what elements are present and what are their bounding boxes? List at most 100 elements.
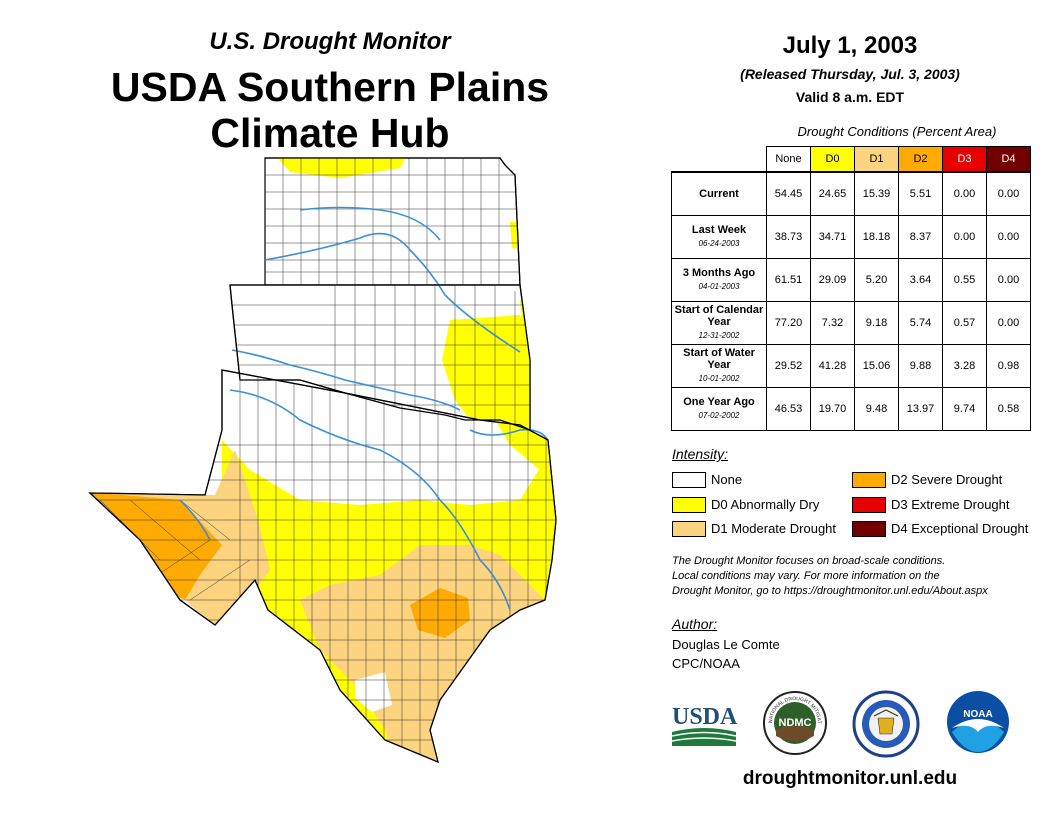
row-label-text: 3 Months Ago bbox=[682, 267, 756, 279]
note-line-3: Drought Monitor, go to https://droughtmo… bbox=[672, 585, 988, 597]
table-cell: 9.88 bbox=[898, 344, 943, 388]
legend-label-d4: D4 Exceptional Drought bbox=[891, 521, 1029, 536]
header-d3: D3 bbox=[942, 146, 987, 173]
table-cell: 0.58 bbox=[986, 387, 1031, 431]
release-date: (Released Thursday, Jul. 3, 2003) bbox=[740, 66, 960, 82]
row-label: Current bbox=[671, 171, 767, 216]
table-row: One Year Ago 07-02-2002 46.53 19.70 9.48 13.9… bbox=[671, 387, 1031, 431]
table-row: Current 54.45 24.65 15.39 5.51 0.00 0.00 bbox=[671, 171, 1031, 216]
row-label: Start of Water Year 10-01-2002 bbox=[671, 344, 767, 388]
header-d0: D0 bbox=[810, 146, 855, 173]
legend-label-none: None bbox=[711, 472, 743, 487]
kansas-region bbox=[264, 157, 521, 286]
row-date: 10-01-2002 bbox=[698, 374, 740, 383]
usda-logo-text: USDA bbox=[672, 704, 738, 730]
legend-swatch-d4 bbox=[852, 521, 886, 537]
table-cell: 13.97 bbox=[898, 387, 943, 431]
note-line-1: The Drought Monitor focuses on broad-sca… bbox=[672, 555, 946, 567]
title-line-2: Climate Hub bbox=[210, 110, 450, 156]
table-cell: 0.00 bbox=[986, 258, 1031, 302]
header-d4: D4 bbox=[986, 146, 1031, 173]
row-date: 12-31-2002 bbox=[698, 331, 740, 340]
author-organization: CPC/NOAA bbox=[672, 656, 740, 671]
page-title: USDA Southern Plains Climate Hub bbox=[60, 64, 600, 156]
table-cell: 15.06 bbox=[854, 344, 899, 388]
valid-time: Valid 8 a.m. EDT bbox=[795, 89, 905, 105]
row-label: One Year Ago 07-02-2002 bbox=[671, 387, 767, 431]
table-cell: 0.00 bbox=[986, 171, 1031, 216]
note-line-2: Local conditions may vary. For more info… bbox=[672, 570, 940, 582]
ndmc-logo-text: NDMC bbox=[779, 717, 812, 729]
table-cell: 5.74 bbox=[898, 301, 943, 345]
row-label-text: Last Week bbox=[691, 224, 747, 236]
legend-label-d2: D2 Severe Drought bbox=[891, 472, 1003, 487]
legend-label-d0: D0 Abnormally Dry bbox=[711, 497, 820, 512]
row-date: 06-24-2003 bbox=[698, 239, 740, 248]
table-cell: 5.51 bbox=[898, 171, 943, 216]
noaa-logo-text: NOAA bbox=[963, 709, 992, 720]
table-cell: 0.00 bbox=[986, 301, 1031, 345]
row-label-text: Current bbox=[699, 188, 739, 200]
texas-region bbox=[88, 369, 557, 764]
ndmc-logo: NATIONAL DROUGHT MITIGATION CENTER NDMC bbox=[762, 690, 827, 755]
table-cell: 9.48 bbox=[854, 387, 899, 431]
row-label: 3 Months Ago 04-01-2003 bbox=[671, 258, 767, 302]
header-d1: D1 bbox=[854, 146, 899, 173]
legend-label-d3: D3 Extreme Drought bbox=[891, 497, 1010, 512]
table-cell: 61.51 bbox=[766, 258, 811, 302]
table-cell: 0.00 bbox=[986, 215, 1031, 259]
table-cell: 9.18 bbox=[854, 301, 899, 345]
drought-stats-table: None D0 D1 D2 D3 D4 Current 54.45 24.65 15.… bbox=[671, 146, 1031, 431]
row-date: 04-01-2003 bbox=[698, 282, 740, 291]
table-cell: 41.28 bbox=[810, 344, 855, 388]
row-label-text: Start of Water Year bbox=[683, 347, 755, 371]
table-cell: 8.37 bbox=[898, 215, 943, 259]
legend-swatch-d3 bbox=[852, 497, 886, 513]
row-label-text: Start of Calendar Year bbox=[674, 304, 764, 328]
table-cell: 3.28 bbox=[942, 344, 987, 388]
legend-swatch-none bbox=[672, 472, 706, 488]
legend-swatch-d2 bbox=[852, 472, 886, 488]
header-none: None bbox=[766, 146, 811, 173]
legend-label-d1: D1 Moderate Drought bbox=[711, 521, 837, 536]
table-cell: 34.71 bbox=[810, 215, 855, 259]
header-d2: D2 bbox=[898, 146, 943, 173]
table-cell: 0.55 bbox=[942, 258, 987, 302]
texas-drought-areas bbox=[90, 420, 556, 762]
table-row: 3 Months Ago 04-01-2003 61.51 29.09 5.20 3.64… bbox=[671, 258, 1031, 302]
row-label: Last Week 06-24-2003 bbox=[671, 215, 767, 259]
map-date: July 1, 2003 bbox=[782, 32, 918, 59]
table-cell: 3.64 bbox=[898, 258, 943, 302]
table-cell: 29.52 bbox=[766, 344, 811, 388]
table-cell: 18.18 bbox=[854, 215, 899, 259]
row-label: Start of Calendar Year 12-31-2002 bbox=[671, 301, 767, 345]
table-row: Start of Calendar Year 12-31-2002 77.20 7.3… bbox=[671, 301, 1031, 345]
legend-title: Intensity: bbox=[672, 446, 729, 462]
table-cell: 46.53 bbox=[766, 387, 811, 431]
table-cell: 5.20 bbox=[854, 258, 899, 302]
row-label-text: One Year Ago bbox=[683, 396, 755, 408]
table-row: Last Week 06-24-2003 38.73 34.71 18.18 8.37 0.… bbox=[671, 215, 1031, 259]
table-title: Drought Conditions (Percent Area) bbox=[797, 124, 997, 139]
rivers bbox=[179, 206, 549, 611]
legend-swatch-d1 bbox=[672, 521, 706, 537]
title-line-1: USDA Southern Plains bbox=[110, 64, 550, 110]
table-cell: 0.98 bbox=[986, 344, 1031, 388]
disclaimer-note: The Drought Monitor focuses on broad-sca… bbox=[672, 554, 1042, 599]
state-boundaries bbox=[88, 157, 557, 764]
website-link[interactable]: droughtmonitor.unl.edu bbox=[742, 768, 958, 789]
table-cell: 0.00 bbox=[942, 171, 987, 216]
table-cell: 38.73 bbox=[766, 215, 811, 259]
table-cell: 15.39 bbox=[854, 171, 899, 216]
table-cell: 19.70 bbox=[810, 387, 855, 431]
table-cell: 24.65 bbox=[810, 171, 855, 216]
drought-monitor-subtitle: U.S. Drought Monitor bbox=[209, 28, 451, 55]
table-cell: 0.57 bbox=[942, 301, 987, 345]
usda-logo: USDA bbox=[671, 704, 738, 746]
table-cell: 7.32 bbox=[810, 301, 855, 345]
author-name: Douglas Le Comte bbox=[672, 637, 780, 652]
drought-map bbox=[88, 157, 557, 764]
table-cell: 9.74 bbox=[942, 387, 987, 431]
table-row: Start of Water Year 10-01-2002 29.52 41.28 1… bbox=[671, 344, 1031, 388]
author-heading: Author: bbox=[672, 616, 718, 632]
